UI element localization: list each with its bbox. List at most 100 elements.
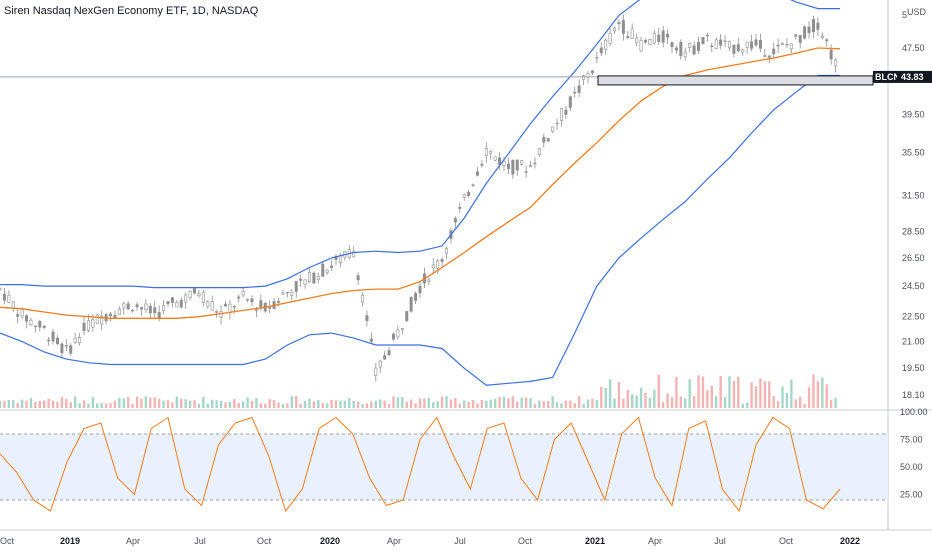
price-axis-ticks: 18.10 19.50 21.00 22.50 24.50 26.50 28.50 31.50…: [902, 10, 925, 400]
volume-bar: [719, 375, 722, 408]
candle-body: [772, 48, 776, 55]
candle-body: [131, 309, 135, 312]
time-tick-label: Oct: [779, 536, 794, 546]
candle-body: [710, 45, 714, 47]
volume-bar: [250, 400, 254, 408]
candle-body: [568, 96, 572, 108]
volume-bar: [135, 396, 139, 408]
stochastic-tick-label: 25.00: [900, 490, 923, 500]
candle-body: [577, 85, 581, 93]
candle-body: [303, 279, 307, 285]
candle-body: [307, 272, 311, 283]
candle-body: [440, 259, 444, 262]
candle-body: [599, 47, 603, 54]
candle-body: [520, 160, 524, 165]
candle-body: [42, 325, 46, 328]
volume-bar: [498, 397, 501, 408]
volume-bar: [365, 403, 369, 408]
volume-bar: [608, 379, 612, 408]
volume-bar: [100, 402, 103, 408]
volume-bar: [551, 396, 554, 408]
volume-bar: [96, 403, 99, 408]
candle-body: [69, 345, 73, 354]
candle-body: [7, 294, 11, 303]
time-tick-label: 2021: [585, 536, 605, 546]
volume-bar: [723, 397, 727, 408]
volume-bar: [617, 381, 621, 408]
candle-body: [206, 301, 210, 307]
time-axis-ticks: Oct 2019 Apr Jul Oct 2020 Apr Jul Oct 2021 Apr Jul O…: [0, 536, 860, 546]
volume-bar: [12, 400, 15, 408]
volume-bar: [348, 398, 351, 408]
price-tick-label: 26.50: [902, 253, 925, 263]
volume-bar: [224, 402, 227, 408]
candle-body: [356, 275, 360, 281]
candle-body: [2, 293, 6, 301]
volume-bar: [237, 402, 240, 408]
volume-bar: [180, 398, 183, 408]
candle-body: [617, 22, 621, 25]
symbol-tag-label: BLCN: [875, 72, 900, 82]
candle-body: [47, 339, 51, 342]
candle-body: [281, 292, 285, 295]
candle-body: [197, 293, 201, 296]
volume-bar: [754, 386, 758, 408]
candle-body: [555, 122, 559, 125]
price-tick-label: 22.50: [902, 312, 925, 322]
volume-bar: [511, 396, 515, 408]
candle-body: [51, 331, 55, 342]
candle-body: [391, 333, 395, 340]
candle-body: [122, 303, 126, 309]
bollinger-upper-line: [0, 0, 840, 289]
volume-bar: [215, 400, 218, 408]
candle-body: [95, 314, 99, 324]
volume-bar: [516, 401, 519, 408]
volume-bar: [0, 400, 2, 408]
volume-bar: [644, 392, 647, 408]
volume-bar: [7, 400, 11, 408]
price-tick-label: 28.50: [902, 227, 925, 237]
volume-bar: [140, 398, 143, 408]
price-tag-value: 43.83: [901, 72, 924, 82]
candle-body: [613, 27, 617, 32]
volume-bar: [648, 397, 652, 408]
candle-body: [551, 126, 555, 132]
candle-body: [86, 320, 90, 331]
candle-body: [666, 33, 670, 38]
candle-body: [73, 337, 77, 343]
candle-body: [294, 281, 298, 292]
candle-body: [321, 263, 325, 277]
candle-body: [369, 338, 373, 342]
volume-bar: [20, 399, 24, 408]
volume-bar: [290, 396, 293, 408]
volume-bar: [675, 376, 678, 408]
candle-body: [559, 108, 563, 121]
volume-bar: [370, 401, 373, 408]
candle-body: [184, 294, 188, 303]
candle-body: [179, 299, 183, 308]
volume-bar: [794, 399, 797, 408]
stochastic-axis-ticks: 100.00 75.00 50.00 25.00: [900, 407, 928, 500]
volume-bar: [206, 403, 209, 408]
candle-body: [776, 44, 780, 47]
volume-bar: [471, 400, 475, 408]
candle-body: [723, 40, 727, 43]
candle-body: [387, 350, 391, 356]
volume-bar: [670, 397, 674, 408]
candle-body: [484, 147, 488, 157]
candle-body: [621, 20, 625, 34]
candle-body: [409, 296, 413, 312]
candle-body: [330, 265, 334, 268]
candle-body: [166, 301, 170, 305]
candle-body: [811, 19, 815, 33]
volume-bar: [91, 397, 95, 408]
candle-body: [277, 301, 281, 303]
candle-body: [732, 44, 736, 54]
volume-bar: [520, 397, 523, 408]
candle-body: [0, 287, 2, 290]
price-tick-label: 18.10: [902, 390, 925, 400]
volume-bar: [706, 390, 709, 408]
candle-body: [232, 305, 236, 308]
